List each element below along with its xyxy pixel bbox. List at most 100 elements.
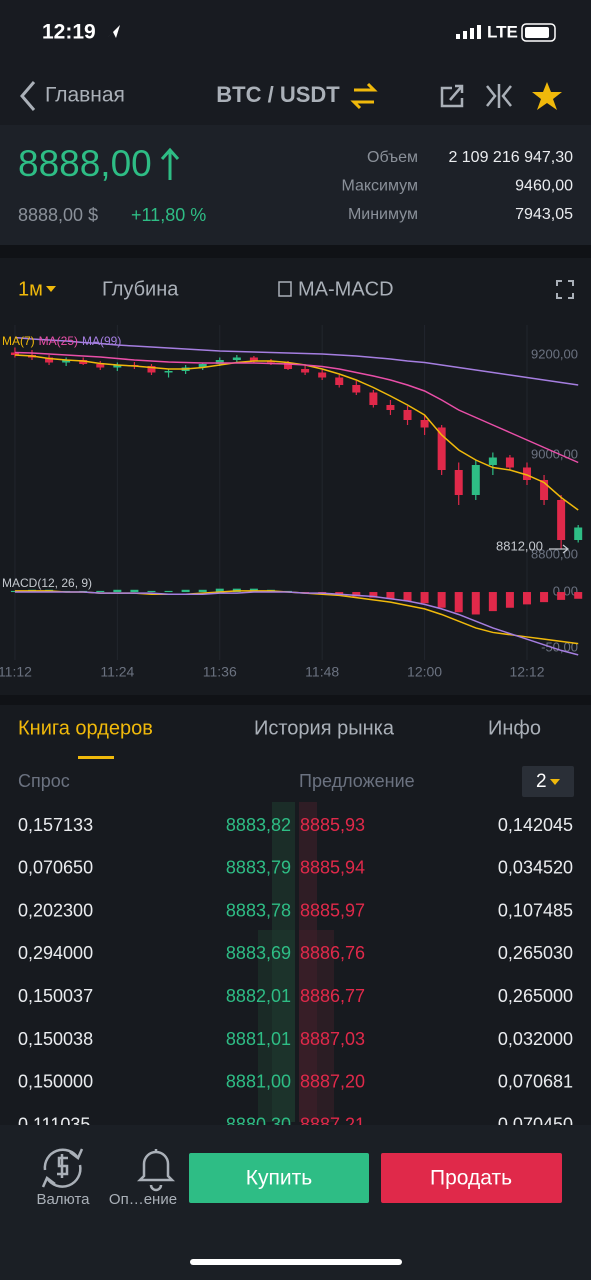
bid-price: 8881,00: [226, 1072, 291, 1092]
order-book-tab[interactable]: Книга ордеров: [18, 717, 153, 739]
ask-price: 8886,76: [300, 943, 365, 963]
candle-body: [488, 457, 497, 465]
macd-bar: [454, 592, 463, 613]
candle-body: [352, 385, 361, 393]
x-tick-label: 11:24: [100, 664, 134, 680]
macd-bar: [403, 592, 412, 602]
ma-legend: MA(7): [2, 334, 35, 348]
compare-icon[interactable]: [486, 84, 512, 108]
alert-label[interactable]: Оп…ение: [109, 1191, 177, 1208]
x-tick-label: 12:12: [509, 664, 544, 680]
header-bg: [0, 0, 591, 125]
macd-bar: [113, 589, 122, 593]
x-tick-label: 11:48: [305, 664, 339, 680]
indicator-icon[interactable]: [278, 281, 292, 297]
precision-select[interactable]: [522, 766, 574, 797]
info-tab[interactable]: Инфо: [488, 717, 541, 739]
fiat-price: 8888,00 $: [18, 205, 98, 225]
stat-label: Максимум: [341, 178, 418, 195]
buy-label[interactable]: Купить: [246, 1167, 312, 1190]
dropdown-icon[interactable]: [550, 779, 560, 785]
ask-price: 8885,93: [300, 815, 365, 835]
fullscreen-icon[interactable]: [556, 280, 574, 299]
ask-amount: 0,142045: [498, 815, 573, 835]
macd-line: [14, 591, 579, 656]
favorite-icon[interactable]: [532, 82, 562, 110]
sell-label[interactable]: Продать: [430, 1167, 512, 1190]
macd-bar: [471, 592, 480, 615]
history-tab[interactable]: История рынка: [254, 717, 395, 739]
candle-body: [10, 352, 19, 355]
interval-tab[interactable]: 1м: [18, 278, 43, 300]
macd-bar: [96, 590, 105, 593]
signal-icon: [456, 25, 481, 39]
candle-body: [369, 392, 378, 405]
last-price-arrow: [549, 544, 569, 554]
buy-button[interactable]: [189, 1153, 369, 1203]
network-label: LTE: [487, 22, 518, 41]
price-change: +11,80 %: [131, 205, 206, 225]
swap-icon[interactable]: [350, 82, 378, 110]
candle-body: [420, 420, 429, 428]
divider: [0, 695, 591, 705]
bid-amount: 0,202300: [18, 900, 93, 920]
macd-bar: [557, 592, 566, 600]
candle-body: [522, 467, 531, 480]
ask-price: 8885,97: [300, 900, 365, 920]
currency-icon[interactable]: [41, 1148, 84, 1188]
share-icon[interactable]: [440, 84, 464, 108]
candle-body: [232, 357, 241, 360]
precision-value[interactable]: 2: [536, 771, 547, 792]
candlestick-chart: 11:12 11:24 11:36 11:48 12:00 12:129200,00900…: [0, 325, 583, 680]
ma-legend: MA(99): [82, 334, 121, 348]
candle-body: [454, 470, 463, 495]
bid-amount: 0,157133: [18, 815, 93, 835]
ask-price: 8885,94: [300, 858, 365, 878]
pair-title[interactable]: BTC / USDT: [216, 82, 340, 107]
candle-body: [113, 365, 122, 368]
last-price: 8888,00: [18, 143, 152, 184]
candle-body: [147, 366, 156, 373]
candle-body: [96, 364, 105, 368]
candle-body: [301, 369, 310, 373]
battery-level: [525, 27, 549, 38]
macd-bar: [505, 592, 514, 608]
currency-label[interactable]: Валюта: [36, 1191, 90, 1208]
stat-label: Минимум: [348, 206, 418, 223]
candle-body: [198, 364, 207, 368]
depth-tab[interactable]: Глубина: [102, 278, 179, 300]
macd-bar: [181, 589, 190, 593]
ask-price: 8887,20: [300, 1072, 365, 1092]
ma-line: [14, 336, 579, 386]
indicator-tab[interactable]: MA-MACD: [298, 278, 394, 300]
bid-header: Спрос: [18, 771, 70, 791]
bid-price: 8881,01: [226, 1029, 291, 1049]
ask-amount: 0,265030: [498, 943, 573, 963]
sell-button[interactable]: [381, 1153, 562, 1203]
macd-bar: [369, 592, 378, 598]
x-tick-label: 11:12: [0, 664, 32, 680]
dropdown-icon[interactable]: [46, 286, 56, 292]
macd-bar: [164, 590, 173, 593]
ask-price: 8887,03: [300, 1029, 365, 1049]
ask-header: Предложение: [299, 771, 415, 791]
x-tick-label: 11:36: [203, 664, 237, 680]
stat-label: Объем: [367, 149, 418, 166]
ask-amount: 0,070681: [498, 1072, 573, 1092]
x-tick-label: 12:00: [407, 664, 442, 680]
candle-body: [62, 360, 71, 363]
macd-bar: [522, 592, 531, 605]
back-icon[interactable]: [20, 81, 36, 111]
status-time: 12:19: [42, 21, 96, 44]
alert-icon[interactable]: [136, 1149, 176, 1192]
ma-line: [14, 351, 579, 464]
battery-icon: [521, 23, 556, 42]
y-tick-label: 9200,00: [531, 346, 578, 361]
bid-amount: 0,150000: [18, 1072, 93, 1092]
back-label[interactable]: Главная: [45, 84, 125, 107]
macd-bar: [198, 589, 207, 593]
ask-price: 8886,77: [300, 986, 365, 1006]
candle-body: [249, 357, 258, 361]
bid-price: 8883,79: [226, 858, 291, 878]
